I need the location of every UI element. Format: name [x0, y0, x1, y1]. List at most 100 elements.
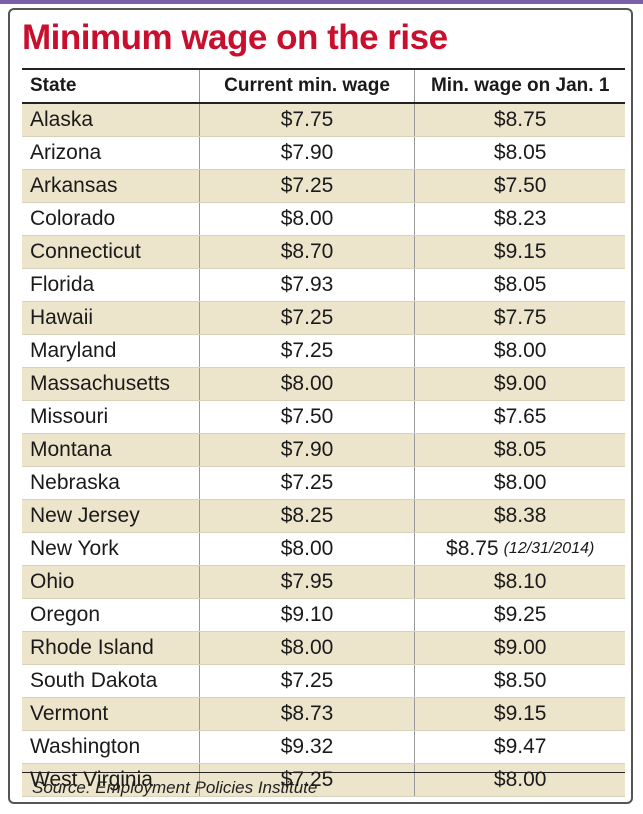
jan1-wage: $8.10 [493, 570, 547, 593]
jan1-wage-cell: $8.75 [415, 104, 625, 136]
jan1-wage-cell: $7.65 [415, 401, 625, 433]
current-wage-cell: $8.73 [200, 698, 416, 730]
state-cell: Vermont [22, 698, 200, 730]
current-wage-cell: $7.25 [200, 467, 416, 499]
jan1-wage-cell: $8.75 (12/31/2014) [415, 533, 625, 565]
table-row: Maryland $7.25 $8.00 [22, 335, 625, 368]
table-row: Nebraska $7.25 $8.00 [22, 467, 625, 500]
table-row: New York $8.00 $8.75 (12/31/2014) [22, 533, 625, 566]
table-row: Arkansas $7.25 $7.50 [22, 170, 625, 203]
table-row: Massachusetts $8.00 $9.00 [22, 368, 625, 401]
table-row: Missouri $7.50 $7.65 [22, 401, 625, 434]
state-cell: Hawaii [22, 302, 200, 334]
current-wage-cell: $7.93 [200, 269, 416, 301]
table-row: South Dakota $7.25 $8.50 [22, 665, 625, 698]
jan1-wage: $7.50 [493, 174, 547, 197]
jan1-wage: $8.00 [493, 339, 547, 362]
state-cell: Oregon [22, 599, 200, 631]
current-wage-cell: $8.00 [200, 533, 416, 565]
jan1-wage: $9.15 [493, 702, 547, 725]
table-row: Alaska $7.75 $8.75 [22, 104, 625, 137]
source: Source: Employment Policies Institute [22, 772, 625, 802]
current-wage-cell: $7.25 [200, 170, 416, 202]
state-cell: Maryland [22, 335, 200, 367]
column-header: Current min. wage [200, 70, 416, 102]
state-cell: Ohio [22, 566, 200, 598]
jan1-wage-cell: $8.00 [415, 335, 625, 367]
state-cell: Washington [22, 731, 200, 763]
table-row: Florida $7.93 $8.05 [22, 269, 625, 302]
jan1-wage: $7.75 [493, 306, 547, 329]
jan1-wage-cell: $8.05 [415, 434, 625, 466]
current-wage-cell: $7.90 [200, 137, 416, 169]
jan1-wage-cell: $9.15 [415, 236, 625, 268]
state-cell: New York [22, 533, 200, 565]
table-row: Montana $7.90 $8.05 [22, 434, 625, 467]
jan1-wage-cell: $8.10 [415, 566, 625, 598]
title: Minimum wage on the rise [22, 18, 448, 57]
table-row: Vermont $8.73 $9.15 [22, 698, 625, 731]
table-row: Washington $9.32 $9.47 [22, 731, 625, 764]
table-row: Colorado $8.00 $8.23 [22, 203, 625, 236]
jan1-wage: $9.15 [493, 240, 547, 263]
table-row: West Virginia $7.25 $8.00 [22, 764, 625, 797]
table-row: Oregon $9.10 $9.25 [22, 599, 625, 632]
current-wage-cell: $8.00 [200, 368, 416, 400]
current-wage-cell: $7.75 [200, 104, 416, 136]
current-wage-cell: $7.25 [200, 665, 416, 697]
state-cell: Arizona [22, 137, 200, 169]
table-row: New Jersey $8.25 $8.38 [22, 500, 625, 533]
current-wage-cell: $7.25 [200, 335, 416, 367]
current-wage-cell: $8.25 [200, 500, 416, 532]
table: State Current min. wage Min. wage on Jan. … [22, 68, 625, 797]
jan1-wage: $9.25 [493, 603, 547, 626]
jan1-wage: $9.47 [493, 735, 547, 758]
current-wage-cell: $8.00 [200, 203, 416, 235]
jan1-wage-cell: $9.00 [415, 632, 625, 664]
current-wage-cell: $7.25 [200, 302, 416, 334]
header-row: State Current min. wage Min. wage on Jan. … [22, 70, 625, 104]
state-cell: South Dakota [22, 665, 200, 697]
current-wage-cell: $9.32 [200, 731, 416, 763]
table-row: Hawaii $7.25 $7.75 [22, 302, 625, 335]
jan1-wage-cell: $8.05 [415, 137, 625, 169]
jan1-wage-cell: $7.75 [415, 302, 625, 334]
table-row: Connecticut $8.70 $9.15 [22, 236, 625, 269]
date-note: (12/31/2014) [503, 540, 595, 557]
jan1-wage: $8.05 [493, 438, 547, 461]
jan1-wage: $8.05 [493, 141, 547, 164]
jan1-wage-cell: $9.15 [415, 698, 625, 730]
state-cell: Arkansas [22, 170, 200, 202]
current-wage-cell: $7.90 [200, 434, 416, 466]
jan1-wage: $8.38 [493, 504, 547, 527]
state-cell: Massachusetts [22, 368, 200, 400]
state-cell: West Virginia [22, 764, 200, 796]
table-row: Rhode Island $8.00 $9.00 [22, 632, 625, 665]
column-header: State [22, 70, 200, 102]
current-wage-cell: $9.10 [200, 599, 416, 631]
current-wage-cell: $7.25 [200, 764, 416, 796]
jan1-wage-cell: $8.00 [415, 764, 625, 796]
current-wage-cell: $7.50 [200, 401, 416, 433]
frame [8, 8, 633, 804]
jan1-wage: $8.00 [493, 471, 547, 494]
state-cell: Rhode Island [22, 632, 200, 664]
state-cell: Nebraska [22, 467, 200, 499]
jan1-wage: $7.65 [493, 405, 547, 428]
jan1-wage: $8.75 [493, 108, 547, 131]
jan1-wage: $9.00 [493, 372, 547, 395]
jan1-wage-cell: $9.47 [415, 731, 625, 763]
current-wage-cell: $8.70 [200, 236, 416, 268]
jan1-wage-cell: $8.50 [415, 665, 625, 697]
table-row: Ohio $7.95 $8.10 [22, 566, 625, 599]
state-cell: New Jersey [22, 500, 200, 532]
state-cell: Connecticut [22, 236, 200, 268]
state-cell: Florida [22, 269, 200, 301]
jan1-wage: $8.50 [493, 669, 547, 692]
jan1-wage: $8.75 [446, 537, 499, 560]
current-wage-cell: $8.00 [200, 632, 416, 664]
state-cell: Colorado [22, 203, 200, 235]
jan1-wage-cell: $8.38 [415, 500, 625, 532]
jan1-wage-cell: $7.50 [415, 170, 625, 202]
